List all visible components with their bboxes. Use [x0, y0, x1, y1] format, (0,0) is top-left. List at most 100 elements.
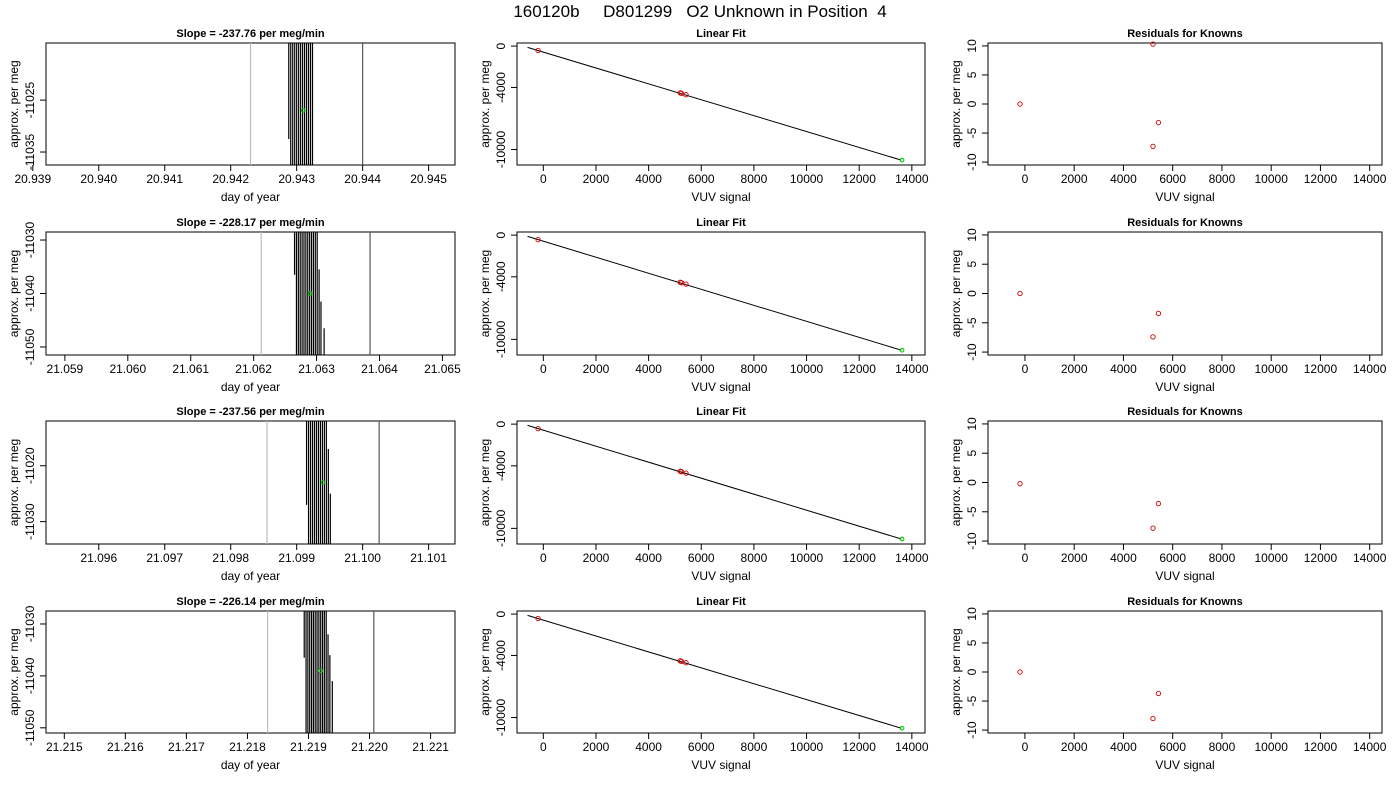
x-axis-label: VUV signal [1155, 190, 1214, 204]
x-tick-label: 14000 [895, 551, 929, 565]
plot-frame [987, 610, 1383, 734]
y-axis-label: approx. per meg [7, 439, 21, 526]
panel-residuals-row1: Residuals for Knowns VUV signal approx. pe… [949, 28, 1387, 204]
y-tick-label: -10000 [494, 130, 508, 168]
x-tick-label: 4000 [1110, 551, 1137, 565]
x-tick-label: 0 [1022, 551, 1029, 565]
data-point [1155, 119, 1162, 126]
y-tick-label: -11040 [23, 275, 37, 312]
x-axis-label: day of year [221, 190, 280, 204]
x-tick-label: 4000 [635, 362, 662, 376]
x-tick-label: 0 [1022, 362, 1029, 376]
figure-title: 160120b D801299 O2 Unknown in Position 4 [513, 2, 887, 21]
x-tick-label: 2000 [583, 740, 610, 754]
x-axis-label: day of year [221, 380, 280, 394]
x-tick-label: 21.221 [412, 740, 449, 754]
y-tick-label: -4000 [494, 450, 508, 481]
data-point [1150, 715, 1156, 722]
unknown-marker [320, 480, 326, 485]
y-axis-label: approx. per meg [7, 60, 21, 147]
x-tick-label: 6000 [1159, 362, 1186, 376]
data-point [1150, 41, 1156, 47]
x-tick-label: 12000 [843, 740, 877, 754]
y-tick-label: -4000 [494, 640, 508, 671]
x-tick-label: 10000 [790, 551, 824, 565]
x-tick-label: 2000 [1061, 362, 1088, 376]
x-tick-label: 12000 [843, 362, 877, 376]
x-tick-label: 10000 [790, 362, 824, 376]
x-tick-label: 0 [540, 551, 547, 565]
data-point [1155, 310, 1162, 317]
panel-fit-row4: Linear Fit VUV signal approx. per meg 0 2000… [478, 596, 929, 772]
x-tick-label: 4000 [1110, 740, 1137, 754]
y-tick-label: 10 [965, 228, 979, 242]
unknown-marker [899, 536, 905, 542]
x-tick-label: 8000 [741, 551, 768, 565]
x-tick-label: 12000 [1304, 740, 1338, 754]
x-tick-label: 20.940 [80, 172, 117, 186]
x-tick-label: 0 [540, 172, 547, 186]
x-tick-label: 10000 [1255, 551, 1289, 565]
data-point [683, 92, 689, 98]
y-tick-label: -10 [965, 153, 979, 171]
fit-line [527, 614, 902, 729]
panel-title: Residuals for Knowns [1127, 406, 1243, 418]
plot-frame [516, 231, 926, 356]
x-tick-label: 2000 [583, 172, 610, 186]
panel-timeseries-row3: Slope = -237.56 per meg/min day of year ap… [7, 406, 456, 583]
y-tick-label: -10000 [494, 320, 508, 358]
panel-residuals-row4: Residuals for Knowns VUV signal approx. pe… [949, 596, 1387, 772]
plot-frame [45, 610, 456, 734]
y-tick-label: -10000 [494, 509, 508, 547]
y-tick-label: -11020 [23, 447, 37, 484]
x-tick-label: 8000 [1209, 740, 1236, 754]
x-tick-label: 8000 [1209, 172, 1236, 186]
x-tick-label: 4000 [1110, 362, 1137, 376]
data-point [1155, 690, 1162, 697]
plot-frame [987, 420, 1383, 545]
panel-residuals-row2: Residuals for Knowns VUV signal approx. pe… [949, 217, 1387, 394]
unknown-marker [318, 668, 324, 674]
y-tick-label: -11050 [23, 328, 37, 365]
x-tick-label: 6000 [1159, 740, 1186, 754]
y-tick-label: -11025 [23, 82, 37, 119]
x-tick-label: 0 [1022, 740, 1029, 754]
x-tick-label: 20.944 [344, 172, 381, 186]
x-tick-label: 8000 [741, 740, 768, 754]
data-point [683, 660, 689, 666]
x-tick-label: 14000 [1353, 172, 1387, 186]
x-tick-label: 21.219 [290, 740, 327, 754]
y-tick-label: 0 [965, 290, 979, 297]
y-axis-label: approx. per meg [478, 628, 492, 715]
x-tick-label: 21.060 [109, 362, 146, 376]
y-tick-label: -11050 [23, 709, 37, 746]
y-tick-label: 5 [965, 71, 979, 78]
fit-line [527, 424, 902, 540]
x-axis-label: VUV signal [1155, 380, 1214, 394]
plot-frame [987, 42, 1383, 166]
panel-timeseries-row1: Slope = -237.76 per meg/min day of year ap… [7, 28, 456, 204]
x-tick-label: 20.943 [278, 172, 315, 186]
x-tick-label: 10000 [790, 740, 824, 754]
panel-title: Linear Fit [696, 406, 746, 418]
x-tick-label: 20.941 [146, 172, 183, 186]
x-tick-label: 0 [540, 740, 547, 754]
x-tick-label: 8000 [1209, 362, 1236, 376]
y-tick-label: 0 [965, 479, 979, 486]
data-point [1017, 669, 1023, 675]
data-point [1150, 525, 1156, 531]
x-tick-label: 21.217 [168, 740, 205, 754]
x-tick-label: 2000 [583, 362, 610, 376]
y-tick-label: 10 [965, 417, 979, 431]
panel-title: Residuals for Knowns [1127, 596, 1243, 608]
x-tick-label: 4000 [635, 740, 662, 754]
x-tick-label: 10000 [790, 172, 824, 186]
y-tick-label: -5 [965, 695, 979, 706]
panel-timeseries-row2: Slope = -228.17 per meg/min day of year ap… [7, 217, 461, 394]
x-tick-label: 21.101 [410, 551, 447, 565]
x-tick-label: 12000 [843, 172, 877, 186]
y-tick-label: -10 [965, 721, 979, 739]
y-axis-label: approx. per meg [478, 60, 492, 147]
x-tick-label: 20.939 [14, 172, 51, 186]
